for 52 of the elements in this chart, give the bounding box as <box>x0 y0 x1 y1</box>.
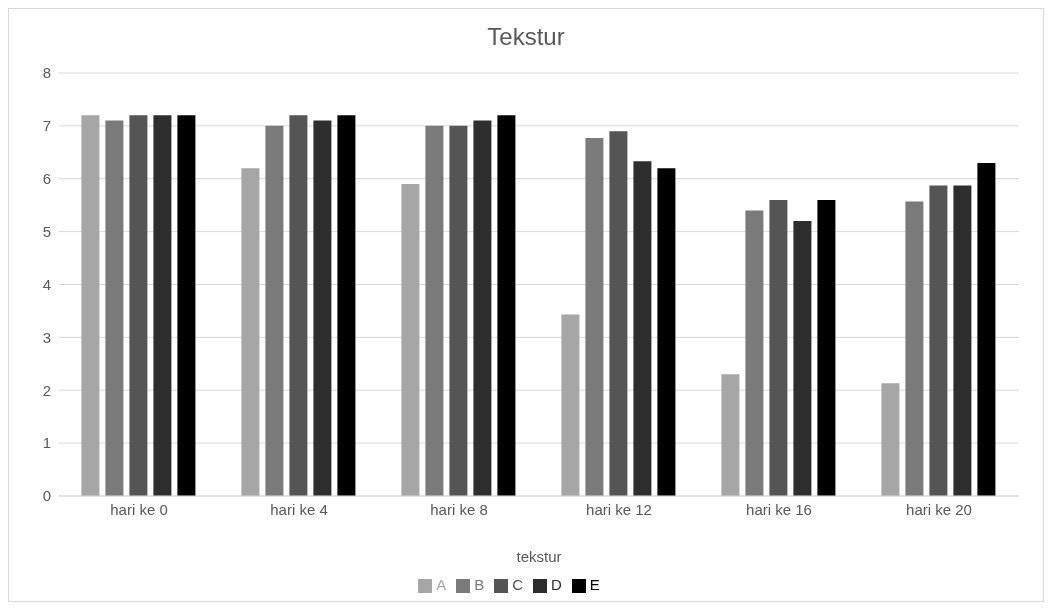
bar <box>425 125 444 496</box>
bar <box>81 115 100 496</box>
bar <box>769 199 788 496</box>
y-tick-label: 5 <box>42 222 51 240</box>
bar <box>745 210 764 496</box>
bar <box>153 115 172 496</box>
x-axis-title: tekstur <box>516 547 562 565</box>
x-tick-label: hari ke 20 <box>906 500 972 518</box>
bar <box>449 125 468 496</box>
bar <box>793 221 812 496</box>
y-tick-label: 4 <box>42 275 51 293</box>
x-tick-label: hari ke 8 <box>430 500 488 518</box>
bar <box>337 115 356 496</box>
bar <box>313 120 332 496</box>
y-tick-label: 2 <box>42 381 51 399</box>
legend-label: E <box>589 575 600 593</box>
bar <box>241 168 260 496</box>
x-tick-label: hari ke 0 <box>110 500 168 518</box>
bar <box>585 138 604 496</box>
bar <box>633 161 652 496</box>
bar <box>609 131 628 496</box>
bar <box>561 314 580 496</box>
bar <box>721 374 740 496</box>
bar <box>497 115 516 496</box>
y-tick-label: 7 <box>42 117 51 135</box>
x-tick-label: hari ke 16 <box>746 500 812 518</box>
x-tick-label: hari ke 12 <box>586 500 652 518</box>
bar <box>289 115 308 496</box>
bar <box>401 184 420 496</box>
bar <box>265 125 284 496</box>
bar <box>129 115 148 496</box>
bar <box>473 120 492 496</box>
y-tick-label: 8 <box>42 64 51 82</box>
bar <box>817 199 836 496</box>
legend-label: A <box>436 575 447 593</box>
bar <box>657 168 676 496</box>
bar <box>929 185 948 496</box>
legend-label: B <box>474 575 485 593</box>
y-tick-label: 3 <box>42 328 51 346</box>
bar <box>881 383 900 496</box>
bar <box>953 185 972 496</box>
y-tick-label: 0 <box>42 487 51 505</box>
x-tick-label: hari ke 4 <box>270 500 328 518</box>
bar <box>905 201 924 496</box>
legend-label: D <box>551 575 562 593</box>
y-tick-label: 1 <box>42 434 51 452</box>
bar <box>977 162 996 496</box>
legend-label: C <box>512 575 523 593</box>
bar <box>105 120 124 496</box>
y-tick-label: 6 <box>42 170 51 188</box>
chart-title: Tekstur <box>486 22 566 52</box>
bar <box>177 115 196 496</box>
